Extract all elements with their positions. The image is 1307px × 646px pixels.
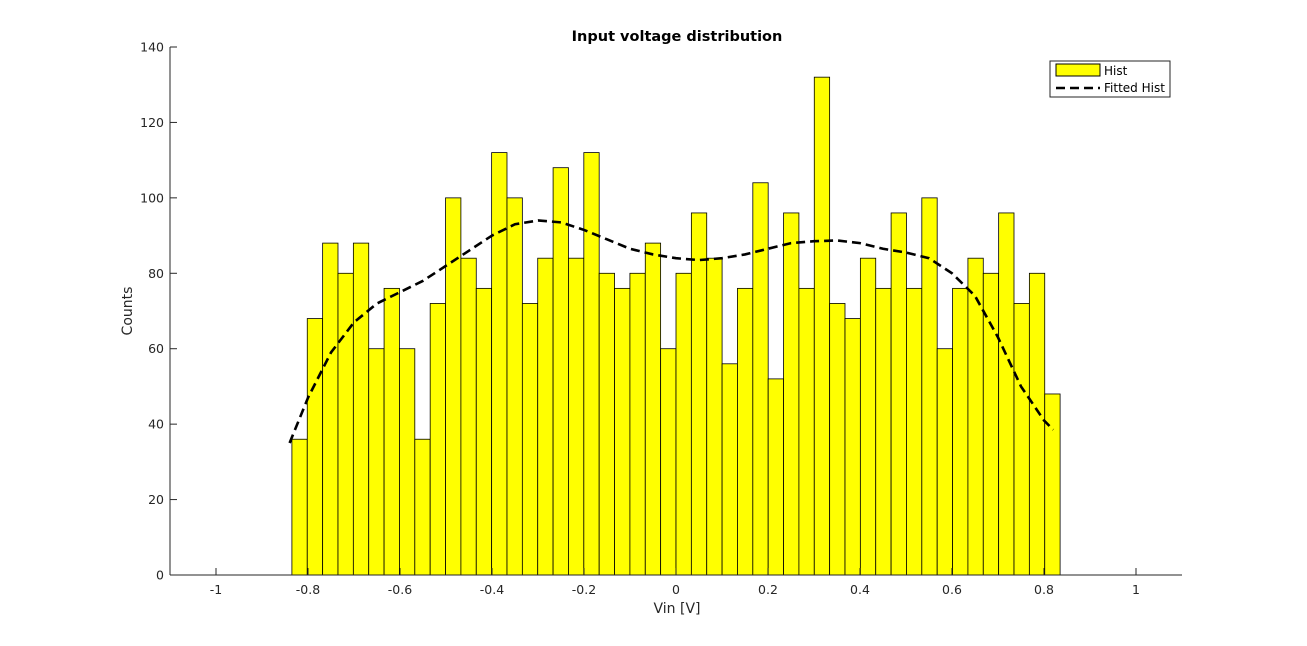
hist-bar xyxy=(783,212,800,576)
legend: Hist Fitted Hist xyxy=(1049,60,1171,98)
hist-bar xyxy=(399,348,416,576)
x-tick-label: 0.6 xyxy=(942,582,962,597)
hist-bar xyxy=(445,197,462,576)
hist-bar xyxy=(675,272,692,576)
hist-bar xyxy=(721,363,738,576)
hist-bar xyxy=(998,212,1015,576)
chart-title: Input voltage distribution xyxy=(572,29,783,45)
y-tick-label: 20 xyxy=(148,492,164,507)
hist-bar xyxy=(368,348,385,576)
hist-bar xyxy=(875,287,892,576)
hist-bar xyxy=(690,212,708,576)
x-tick-label: -1 xyxy=(210,582,222,597)
hist-bar xyxy=(598,272,615,576)
hist-bar xyxy=(352,242,370,576)
hist-bar xyxy=(906,287,923,576)
x-tick-label: 0 xyxy=(672,582,680,597)
hist-bar xyxy=(660,348,677,576)
hist-bar xyxy=(829,303,846,576)
y-tick-label: 80 xyxy=(148,266,164,281)
x-tick-label: 0.4 xyxy=(850,582,870,597)
hist-bar xyxy=(521,303,539,576)
x-tick-label: -0.6 xyxy=(388,582,412,597)
fitted-hist-line xyxy=(288,219,1055,444)
x-axis-label: Vin [V] xyxy=(654,601,701,617)
hist-bar xyxy=(921,197,938,576)
y-tick-label: 40 xyxy=(148,417,164,432)
hist-bar xyxy=(813,76,831,576)
y-ticks: 0 20 40 60 80 100 120 140 xyxy=(140,40,177,583)
x-tick-label: 0.8 xyxy=(1034,582,1054,597)
hist-bar xyxy=(506,197,523,576)
hist-bar xyxy=(322,242,339,576)
hist-bar xyxy=(1028,272,1046,576)
legend-fit-label: Fitted Hist xyxy=(1104,81,1165,95)
y-tick-label: 60 xyxy=(148,341,164,356)
hist-bar xyxy=(291,438,308,576)
hist-bar xyxy=(383,287,400,576)
hist-bar xyxy=(967,257,984,576)
y-tick-label: 0 xyxy=(156,568,164,583)
hist-bar xyxy=(537,257,554,576)
x-tick-label: 0.2 xyxy=(758,582,778,597)
hist-bar xyxy=(767,378,784,576)
hist-bar xyxy=(644,242,662,576)
hist-bar xyxy=(737,287,754,576)
hist-bar xyxy=(1044,393,1061,576)
hist-bar xyxy=(568,257,585,576)
hist-bar xyxy=(859,257,877,576)
y-tick-label: 100 xyxy=(140,190,164,205)
hist-bar xyxy=(552,167,569,576)
hist-bar xyxy=(475,287,493,576)
hist-bar xyxy=(614,287,631,576)
hist-bar xyxy=(306,318,324,576)
x-tick-label: -0.2 xyxy=(572,582,596,597)
hist-bar xyxy=(890,212,907,576)
hist-bar xyxy=(982,272,1000,576)
legend-hist-swatch xyxy=(1055,63,1101,77)
y-tick-label: 120 xyxy=(140,115,164,130)
hist-bar xyxy=(936,348,953,576)
hist-bar xyxy=(460,257,477,576)
hist-bar xyxy=(1013,303,1030,576)
hist-bar xyxy=(337,272,354,576)
hist-bar xyxy=(706,257,723,576)
x-tick-label: -0.4 xyxy=(480,582,504,597)
hist-bar xyxy=(952,287,969,576)
hist-bar xyxy=(491,152,508,576)
hist-bar xyxy=(752,182,769,576)
y-tick-label: 140 xyxy=(140,40,164,55)
hist-bar xyxy=(844,318,861,576)
fitted-hist-line-group xyxy=(288,219,1055,444)
hist-bar xyxy=(583,152,600,576)
y-axis-label: Counts xyxy=(120,287,136,336)
hist-bar xyxy=(798,287,815,576)
hist-bar xyxy=(429,303,446,576)
legend-box xyxy=(1049,60,1171,98)
x-tick-label: 1 xyxy=(1132,582,1140,597)
x-tick-label: -0.8 xyxy=(296,582,320,597)
x-ticks: -1 -0.8 -0.6 -0.4 -0.2 0 0.2 0.4 0.6 0.8 1 xyxy=(210,568,1140,597)
legend-hist-label: Hist xyxy=(1104,64,1128,78)
hist-bar xyxy=(414,438,431,576)
hist-bar xyxy=(629,272,646,576)
